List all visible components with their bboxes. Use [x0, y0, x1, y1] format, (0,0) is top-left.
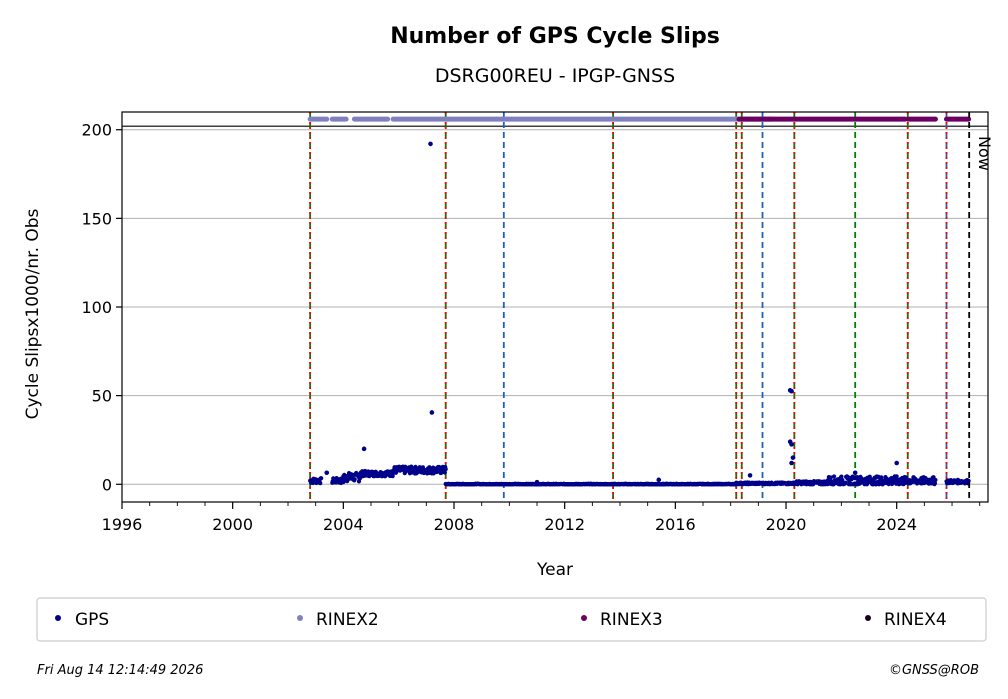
x-axis-ticks: 1996 2000 2004 2008 2012 2016 2020 2024 [102, 502, 981, 534]
gps-point [429, 410, 435, 415]
now-marker: Now [968, 112, 994, 502]
gps-point [852, 470, 858, 476]
y-tick-label: 200 [81, 121, 112, 140]
gps-point [534, 479, 540, 485]
y-tick-label: 150 [81, 209, 112, 228]
legend-label-gps: GPS [75, 610, 109, 630]
legend-label-rinex3: RINEX3 [600, 610, 663, 630]
legend-item-rinex4: RINEX4 [865, 610, 947, 630]
legend-marker-rinex3 [581, 615, 587, 621]
chart-title: Number of GPS Cycle Slips [390, 24, 720, 49]
y-tick-label: 50 [92, 387, 112, 406]
gps-point [318, 481, 323, 486]
gps-point [427, 465, 432, 470]
legend-marker-gps [55, 615, 61, 621]
x-tick-label: 1996 [102, 515, 143, 534]
gps-point [843, 480, 848, 485]
gps-point [428, 141, 433, 147]
gps-point [790, 455, 796, 460]
legend-item-rinex3: RINEX3 [581, 610, 663, 630]
x-tick-label: 2024 [876, 515, 917, 534]
y-tick-label: 100 [81, 298, 112, 317]
legend-box [36, 597, 987, 642]
now-label: Now [975, 136, 994, 171]
gps-point [789, 442, 794, 447]
x-tick-label: 2012 [544, 515, 585, 534]
gps-point [319, 476, 324, 481]
gps-point [894, 460, 899, 466]
legend: GPS RINEX2 RINEX3 RINEX4 [36, 597, 987, 642]
gps-point [747, 473, 753, 478]
x-tick-label: 2000 [212, 515, 253, 534]
y-tick-label: 0 [102, 475, 112, 494]
gps-point [839, 474, 844, 479]
footer-timestamp: Fri Aug 14 12:14:49 2026 [37, 663, 203, 678]
gps-point [443, 467, 448, 472]
gps-point [789, 460, 794, 466]
x-tick-label: 2008 [434, 515, 475, 534]
gps-point [932, 481, 938, 486]
gps-point [894, 474, 899, 479]
gps-point [840, 478, 845, 483]
y-axis-ticks: 0 50 100 150 200 [81, 121, 122, 494]
legend-item-gps: GPS [55, 610, 109, 630]
x-axis-label: Year [536, 560, 573, 580]
x-tick-label: 2004 [323, 515, 364, 534]
gps-point [933, 477, 938, 483]
event-lines [309, 112, 948, 502]
gps-point [828, 475, 833, 480]
gps-point [352, 477, 357, 482]
x-tick-label: 2020 [766, 515, 807, 534]
gps-point [831, 474, 837, 479]
legend-label-rinex4: RINEX4 [884, 610, 947, 630]
footer-copyright: ©GNSS@ROB [889, 663, 979, 678]
x-tick-label: 2016 [655, 515, 696, 534]
grid [122, 125, 988, 485]
chart-subtitle: DSRG00REU - IPGP-GNSS [435, 65, 675, 87]
gps-point [361, 446, 367, 452]
gps-point [324, 470, 330, 476]
legend-label-rinex2: RINEX2 [316, 610, 379, 630]
legend-item-rinex2: RINEX2 [297, 610, 379, 630]
gps-point [879, 475, 884, 480]
gps-point [789, 388, 794, 394]
y-axis-label: Cycle Slipsx1000/nr. Obs [23, 208, 43, 419]
gps-points [308, 141, 971, 487]
legend-marker-rinex2 [297, 615, 303, 621]
gps-point [442, 470, 447, 475]
gps-point [966, 478, 971, 483]
legend-marker-rinex4 [865, 615, 871, 621]
gps-point [656, 477, 662, 483]
plot-area: Now [121, 111, 994, 503]
